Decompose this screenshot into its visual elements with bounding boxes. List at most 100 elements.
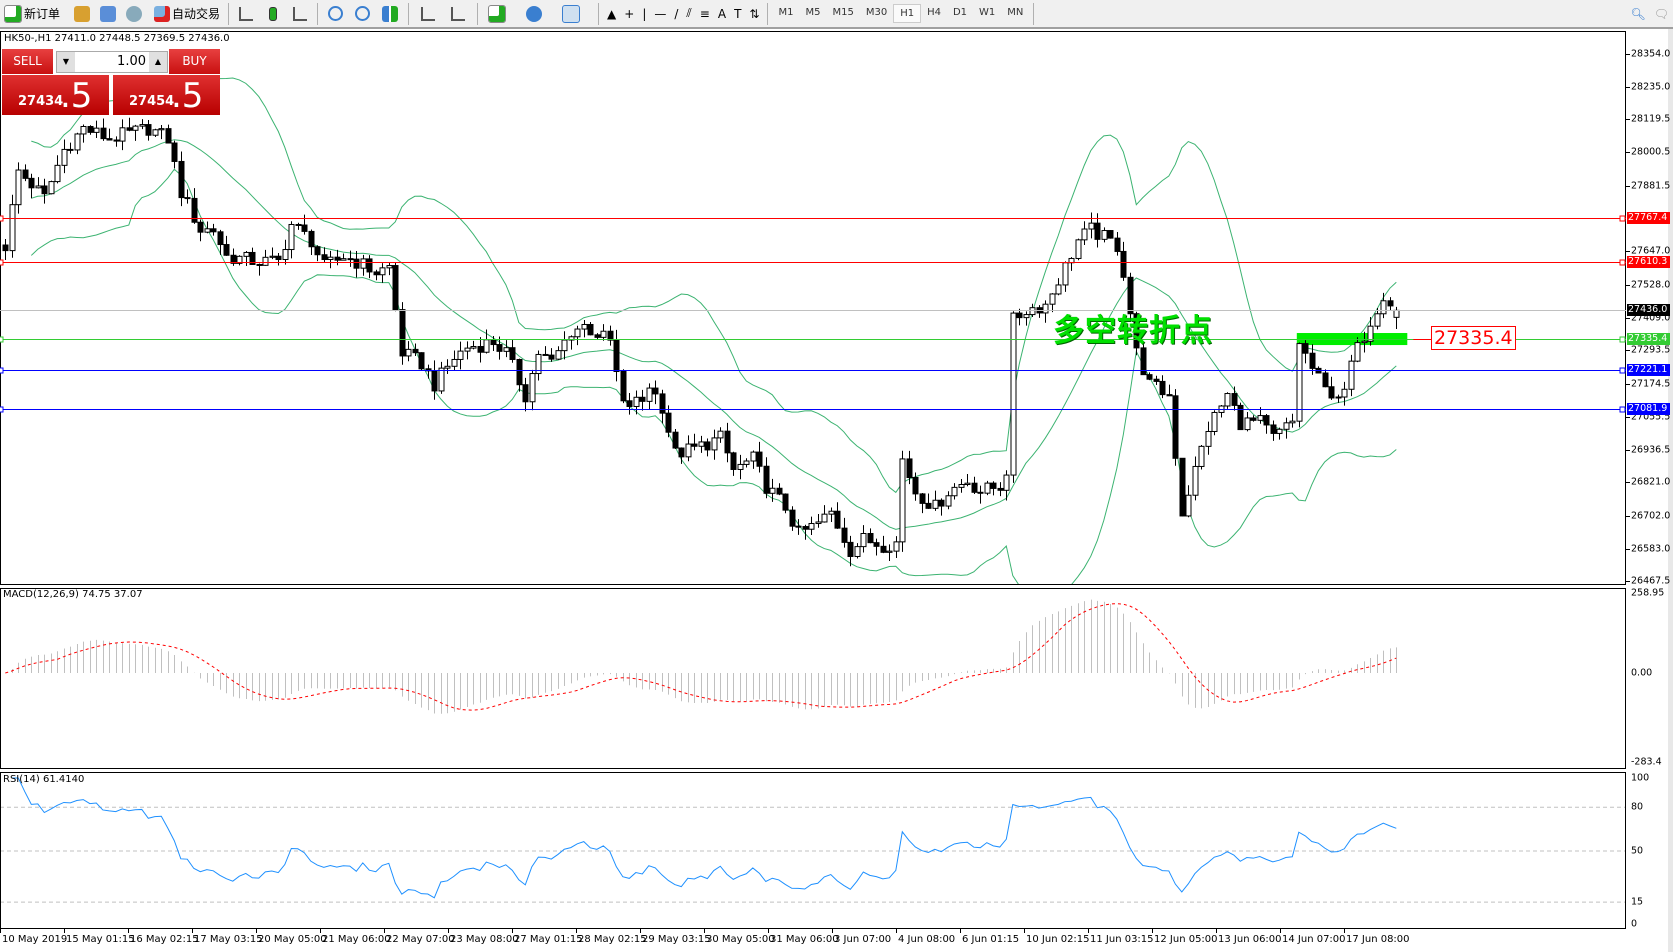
chat-icon[interactable]: 🗨︎	[1653, 6, 1669, 21]
candle-body-bear	[301, 224, 308, 232]
candle-body-bear	[795, 525, 802, 528]
price-label-annotation[interactable]: 27335.4	[1431, 326, 1516, 350]
candlestick-icon[interactable]	[269, 6, 278, 21]
candle-body-bear	[392, 265, 399, 311]
macd-axis-label: 258.95	[1631, 587, 1665, 599]
line-chart-icon[interactable]	[293, 6, 308, 21]
bar-chart-icon[interactable]	[239, 6, 254, 21]
equidistant-channel-icon[interactable]: ⫽	[686, 6, 692, 20]
candle-body-bull	[35, 185, 42, 189]
text-label-icon[interactable]: T	[734, 6, 742, 21]
rsi-axis-label: 15	[1631, 896, 1644, 908]
timeframe-h4[interactable]: H4	[927, 7, 941, 18]
new-order-button[interactable]: 新订单	[0, 2, 64, 26]
search-icon[interactable]: 🔍︎	[1630, 6, 1646, 21]
candle-body-bear	[847, 541, 854, 557]
lot-input[interactable]: 1.00	[117, 54, 146, 69]
price-tag-27335.4: 27335.4	[1627, 332, 1670, 345]
candle	[360, 254, 367, 276]
candle-body-bull	[737, 463, 744, 470]
timeframe-h1[interactable]: H1	[893, 4, 922, 23]
price-tag-27221.1: 27221.1	[1627, 364, 1670, 377]
signals-icon[interactable]	[126, 5, 143, 22]
candle	[1016, 308, 1023, 326]
buy-price-button[interactable]: 27454 .5	[113, 75, 220, 115]
timeframe-m1[interactable]: M1	[778, 7, 794, 18]
candle	[340, 253, 347, 261]
price-axis-label: 26936.5	[1631, 444, 1671, 456]
text-icon[interactable]: A	[717, 6, 727, 21]
zoom-out-icon[interactable]	[355, 6, 371, 21]
cursor-icon[interactable]: ▲	[607, 6, 617, 21]
timeframe-m15[interactable]: M15	[832, 7, 854, 18]
indicators-icon[interactable]	[488, 4, 507, 23]
auto-trade-button[interactable]: 自动交易	[150, 2, 224, 26]
timeframe-bar: M1 M5 M15 M30 H1 H4 D1 W1 MN	[772, 4, 1029, 23]
vertical-line-icon[interactable]: |	[642, 6, 647, 21]
candle-body-bear	[67, 148, 74, 151]
candle-body-bull	[529, 373, 536, 403]
periods-icon[interactable]	[526, 5, 543, 22]
sell-price-button[interactable]: 27434 .5	[2, 75, 109, 115]
fibonacci-icon[interactable]: ≡	[699, 6, 710, 21]
templates-icon[interactable]	[562, 4, 581, 23]
candle-body-bear	[100, 127, 107, 140]
timeframe-m30[interactable]: M30	[865, 7, 888, 18]
crosshair-icon[interactable]: +	[624, 6, 635, 21]
candle-body-bull	[451, 358, 458, 367]
candle	[1153, 375, 1160, 385]
chart-shift-icon[interactable]	[451, 6, 466, 21]
separator	[1033, 2, 1035, 25]
price-axis-label: 28235.0	[1631, 81, 1671, 93]
autoscroll-icon[interactable]	[421, 6, 436, 21]
time-axis-label: 27 May 01:15	[514, 934, 583, 945]
candle-body-bear	[620, 371, 627, 402]
candle	[600, 324, 607, 341]
candle-body-bull	[1055, 284, 1062, 295]
candle-body-bull	[646, 387, 653, 402]
arrows-icon[interactable]: ⇅	[749, 6, 760, 21]
buy-button[interactable]: BUY	[169, 49, 220, 74]
lot-decrease-button[interactable]: ▼	[57, 52, 75, 72]
tile-icon[interactable]	[382, 5, 399, 22]
level-handle	[0, 259, 4, 266]
history-icon[interactable]	[74, 5, 91, 22]
candle	[48, 180, 55, 195]
trendline-icon[interactable]: /	[674, 6, 679, 21]
candle	[457, 341, 464, 370]
lot-increase-button[interactable]: ▲	[149, 52, 167, 72]
candle-body-bull	[54, 164, 61, 183]
timeframe-d1[interactable]: D1	[952, 7, 968, 18]
price-tag-27610.3: 27610.3	[1627, 255, 1670, 268]
candle	[724, 422, 731, 463]
macd-pane[interactable]	[0, 588, 1626, 769]
navigator-icon[interactable]	[100, 5, 117, 22]
sell-button[interactable]: SELL	[2, 49, 53, 74]
candle	[782, 493, 789, 514]
candle-body-bull	[269, 255, 276, 258]
zoom-in-icon[interactable]	[328, 6, 344, 21]
price-plot	[2, 77, 1408, 584]
candle-body-bear	[412, 348, 419, 354]
timeframe-w1[interactable]: W1	[979, 7, 996, 18]
price-chart-pane[interactable]	[0, 31, 1626, 585]
candle	[74, 132, 81, 155]
horizontal-line-icon[interactable]: —	[654, 6, 667, 21]
candle	[425, 364, 432, 379]
time-axis-label: 10 Jun 02:15	[1026, 934, 1090, 945]
timeframe-m5[interactable]: M5	[805, 7, 821, 18]
candle-body-bear	[652, 387, 659, 395]
candle-body-bear	[366, 258, 373, 273]
candle-body-bear	[880, 545, 887, 553]
candle-body-bear	[782, 493, 789, 511]
candle-body-bear	[191, 197, 198, 223]
reversal-point-annotation[interactable]: 多空转折点	[1053, 313, 1213, 349]
candle-body-bear	[971, 482, 978, 493]
candle-body-bull	[828, 510, 835, 515]
sell-price-frac: .5	[60, 76, 93, 116]
rsi-pane[interactable]	[0, 772, 1626, 929]
timeframe-mn[interactable]: MN	[1007, 7, 1024, 18]
candle-body-bear	[1309, 352, 1316, 369]
candle	[132, 124, 139, 141]
lot-stepper[interactable]: ▼ 1.00 ▲	[56, 51, 168, 73]
